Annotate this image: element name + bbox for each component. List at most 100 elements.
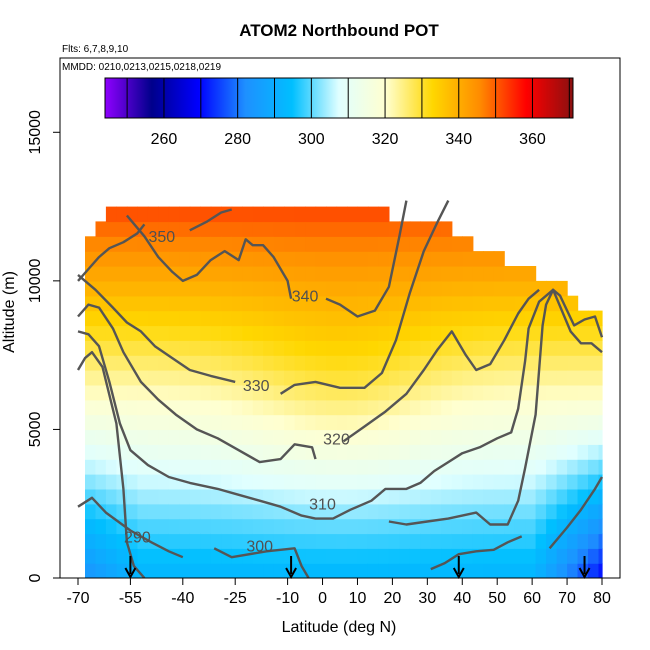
- heatmap-cell: [409, 414, 421, 431]
- heatmap-cell: [189, 266, 201, 282]
- heatmap-cell: [357, 488, 369, 505]
- heatmap-cell: [315, 266, 327, 282]
- heatmap-cell: [546, 355, 558, 371]
- heatmap-cell: [430, 429, 442, 445]
- heatmap-cell: [483, 251, 495, 267]
- x-tick-label: 20: [384, 590, 402, 607]
- heatmap-cell: [116, 251, 128, 267]
- heatmap-cell: [483, 414, 495, 431]
- heatmap-cell: [336, 488, 348, 505]
- heatmap-cell: [273, 206, 285, 223]
- contour-lines: 290 300 310 320 330 340 350: [76, 200, 604, 578]
- heatmap-cell: [105, 548, 117, 564]
- heatmap-cell: [430, 384, 442, 401]
- heatmap-cell: [252, 221, 264, 237]
- heatmap-cell: [263, 548, 275, 564]
- heatmap-cell: [472, 563, 484, 578]
- heatmap-cell: [315, 488, 327, 505]
- heatmap-cell: [420, 370, 432, 386]
- heatmap-cell: [546, 399, 558, 416]
- heatmap-cell: [252, 280, 264, 297]
- heatmap-cell: [305, 370, 317, 386]
- heatmap-cell: [305, 488, 317, 505]
- heatmap-cell: [347, 221, 359, 237]
- contour-label-340: 340: [292, 289, 319, 306]
- heatmap-cell: [483, 459, 495, 475]
- heatmap-cell: [105, 414, 117, 431]
- heatmap-cell: [472, 503, 484, 520]
- contour-label-320: 320: [323, 431, 350, 448]
- heatmap-cell: [158, 518, 170, 535]
- heatmap-cell: [347, 206, 359, 223]
- heatmap-cell: [147, 236, 159, 252]
- contour-label-290: 290: [124, 529, 151, 546]
- heatmap-cell: [430, 459, 442, 475]
- heatmap-cell: [367, 518, 379, 535]
- heatmap-cell: [430, 370, 442, 386]
- heatmap-cell: [399, 429, 411, 445]
- heatmap-cell: [210, 221, 222, 237]
- x-tick-label: -55: [119, 590, 142, 607]
- heatmap-cell: [200, 236, 212, 252]
- heatmap-cell: [179, 355, 191, 371]
- heatmap-cell: [147, 399, 159, 416]
- heatmap-cell: [462, 355, 474, 371]
- heatmap-cell: [546, 340, 558, 356]
- heatmap-cell: [430, 236, 442, 252]
- heatmap-cell: [326, 266, 338, 282]
- heatmap-cell: [273, 280, 285, 297]
- heatmap-cell: [535, 370, 547, 386]
- heatmap-cell: [525, 488, 537, 505]
- heatmap-cell: [95, 518, 107, 535]
- heatmap-cell: [326, 280, 338, 297]
- heatmap-cell: [525, 370, 537, 386]
- heatmap-cell: [567, 459, 579, 475]
- heatmap-cell: [472, 414, 484, 431]
- heatmap-cell: [200, 384, 212, 401]
- heatmap-cell: [388, 563, 400, 578]
- heatmap-cell: [357, 444, 369, 460]
- heatmap-cell: [399, 310, 411, 327]
- heatmap-cell: [200, 488, 212, 505]
- heatmap-cell: [294, 399, 306, 416]
- heatmap-cell: [409, 221, 421, 237]
- heatmap-cell: [493, 384, 505, 401]
- heatmap-cell: [252, 459, 264, 475]
- heatmap-cell: [210, 251, 222, 267]
- heatmap-cell: [367, 399, 379, 416]
- heatmap-cell: [210, 399, 222, 416]
- heatmap-cell: [200, 414, 212, 431]
- heatmap-cell: [451, 236, 463, 252]
- heatmap-cell: [451, 355, 463, 371]
- heatmap-cell: [430, 266, 442, 282]
- heatmap-cell: [567, 518, 579, 535]
- heatmap-cell: [556, 310, 568, 327]
- heatmap-cell: [483, 399, 495, 416]
- heatmap-cell: [179, 459, 191, 475]
- heatmap-cell: [378, 310, 390, 327]
- heatmap-cell: [336, 459, 348, 475]
- heatmap-cell: [168, 503, 180, 520]
- heatmap-cell: [336, 444, 348, 460]
- heatmap-cell: [189, 236, 201, 252]
- heatmap-cell: [451, 414, 463, 431]
- heatmap-cell: [525, 518, 537, 535]
- heatmap-cell: [441, 370, 453, 386]
- heatmap-cell: [388, 548, 400, 564]
- heatmap-cell: [504, 474, 516, 490]
- heatmap-cell: [200, 355, 212, 371]
- heatmap-cell: [126, 474, 138, 490]
- heatmap-cell: [116, 325, 128, 341]
- heatmap-cell: [336, 355, 348, 371]
- heatmap-cell: [305, 444, 317, 460]
- heatmap-cell: [588, 474, 600, 490]
- heatmap-cell: [441, 355, 453, 371]
- heatmap-cell: [95, 310, 107, 327]
- heatmap-cell: [273, 563, 285, 578]
- heatmap-cell: [179, 518, 191, 535]
- heatmap-cell: [116, 488, 128, 505]
- heatmap-cell: [294, 518, 306, 535]
- heatmap-cell: [357, 399, 369, 416]
- heatmap-cell: [168, 548, 180, 564]
- heatmap-cell: [525, 459, 537, 475]
